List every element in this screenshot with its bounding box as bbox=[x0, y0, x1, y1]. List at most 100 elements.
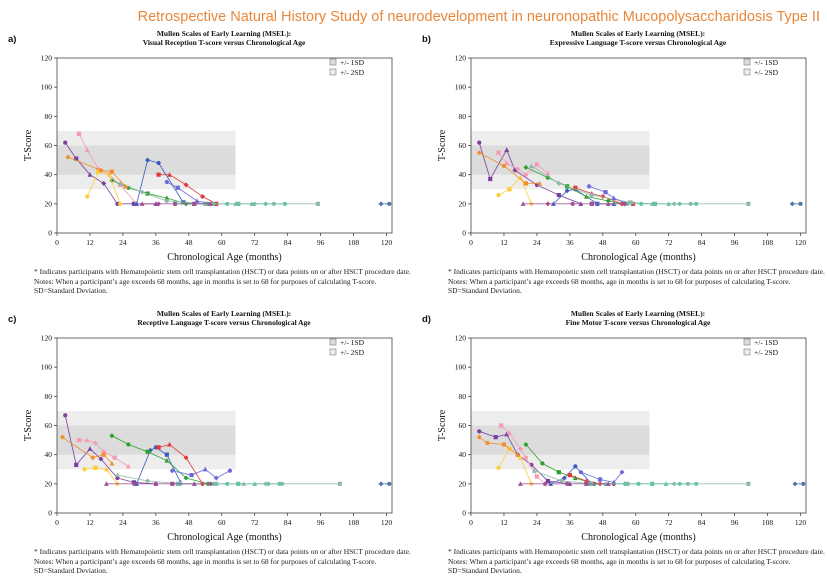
series-p12 bbox=[789, 201, 803, 207]
y-tick-label: 40 bbox=[459, 450, 467, 459]
y-tick-label: 60 bbox=[45, 421, 53, 430]
x-tick-label: 120 bbox=[381, 518, 393, 527]
chart-title: Mullen Scales of Early Learning (MSEL): bbox=[571, 309, 705, 318]
x-tick-label: 84 bbox=[284, 518, 292, 527]
chart-title: Mullen Scales of Early Learning (MSEL): bbox=[157, 29, 291, 38]
chart-subtitle: Expressive Language T-score versus Chron… bbox=[550, 38, 727, 47]
x-tick-label: 24 bbox=[119, 518, 127, 527]
data-point bbox=[652, 201, 658, 206]
data-point bbox=[101, 452, 106, 457]
x-tick-label: 36 bbox=[152, 238, 160, 247]
footnote: * Indicates participants with Hematopoie… bbox=[448, 267, 825, 296]
footnote-line2: Notes: When a participant’s age exceeds … bbox=[34, 556, 377, 566]
y-tick-label: 20 bbox=[459, 199, 467, 208]
data-point bbox=[225, 201, 230, 206]
data-point bbox=[145, 157, 151, 163]
chart-svg: c) Mullen Scales of Early Learning (MSEL)… bbox=[8, 309, 393, 543]
data-point bbox=[213, 475, 219, 481]
x-tick-label: 48 bbox=[599, 238, 607, 247]
y-tick-label: 0 bbox=[462, 509, 466, 518]
data-point bbox=[145, 191, 150, 196]
data-point bbox=[677, 201, 683, 207]
data-point bbox=[663, 481, 669, 486]
x-tick-label: 12 bbox=[500, 238, 508, 247]
data-point bbox=[578, 470, 583, 475]
x-tick-label: 120 bbox=[381, 238, 393, 247]
data-point bbox=[504, 431, 510, 437]
data-point bbox=[101, 180, 107, 186]
data-point bbox=[496, 150, 501, 155]
y-tick-label: 100 bbox=[455, 83, 467, 92]
data-point bbox=[496, 465, 501, 470]
data-point bbox=[523, 455, 529, 460]
series-line bbox=[158, 444, 203, 485]
x-axis-label: Chronological Age (months) bbox=[581, 532, 695, 543]
series-line bbox=[478, 436, 518, 456]
data-point bbox=[605, 481, 611, 486]
series-p8 bbox=[476, 150, 543, 186]
data-point bbox=[164, 198, 169, 204]
data-point bbox=[476, 434, 482, 440]
x-tick-label: 36 bbox=[152, 518, 160, 527]
y-axis-label: T-Score bbox=[437, 129, 448, 161]
y-tick-label: 100 bbox=[455, 363, 467, 372]
x-tick-label: 36 bbox=[566, 238, 574, 247]
data-point bbox=[139, 201, 145, 206]
panel-label: b) bbox=[422, 34, 431, 45]
data-point bbox=[63, 140, 68, 145]
legend-label: +/- 2SD bbox=[340, 68, 365, 77]
data-point bbox=[131, 481, 137, 487]
y-tick-label: 80 bbox=[45, 392, 53, 401]
data-point bbox=[504, 160, 510, 166]
data-point bbox=[164, 452, 169, 457]
data-point bbox=[378, 481, 384, 487]
sd1-band bbox=[471, 425, 650, 455]
series-p2 bbox=[496, 150, 551, 177]
data-point bbox=[746, 201, 751, 206]
data-point bbox=[337, 481, 342, 486]
data-point bbox=[523, 172, 529, 177]
series-line bbox=[78, 133, 137, 205]
footnote: * Indicates participants with Hematopoie… bbox=[448, 547, 825, 576]
data-point bbox=[156, 160, 161, 166]
legend-swatch bbox=[743, 338, 751, 346]
series-p8 bbox=[476, 434, 521, 457]
x-tick-label: 96 bbox=[731, 238, 739, 247]
x-tick-label: 108 bbox=[348, 518, 360, 527]
x-tick-label: 72 bbox=[251, 518, 259, 527]
x-tick-label: 24 bbox=[119, 238, 127, 247]
x-tick-label: 84 bbox=[698, 238, 706, 247]
data-point bbox=[191, 481, 197, 486]
legend-label: +/- 1SD bbox=[340, 338, 365, 347]
data-point bbox=[518, 454, 523, 460]
data-point bbox=[515, 452, 521, 457]
series-line bbox=[588, 185, 628, 205]
data-point bbox=[183, 182, 189, 188]
x-tick-label: 24 bbox=[533, 238, 541, 247]
data-point bbox=[603, 190, 608, 195]
legend-swatch bbox=[743, 58, 751, 66]
data-point bbox=[567, 472, 572, 478]
data-point bbox=[485, 440, 490, 446]
x-tick-label: 12 bbox=[500, 518, 508, 527]
data-point bbox=[156, 445, 161, 450]
chart-panel-c: c) Mullen Scales of Early Learning (MSEL)… bbox=[0, 308, 413, 585]
data-point bbox=[87, 172, 93, 177]
footnote: * Indicates participants with Hematopoie… bbox=[34, 267, 411, 296]
x-axis-label: Chronological Age (months) bbox=[167, 532, 281, 543]
data-point bbox=[117, 180, 123, 186]
series-line bbox=[580, 471, 623, 483]
data-point bbox=[156, 172, 161, 177]
series-p12 bbox=[378, 481, 392, 487]
data-point bbox=[172, 201, 178, 206]
data-point bbox=[556, 180, 562, 186]
series-line bbox=[84, 467, 118, 485]
data-point bbox=[76, 437, 82, 443]
data-point bbox=[545, 478, 550, 484]
x-axis-label: Chronological Age (months) bbox=[167, 252, 281, 263]
legend-swatch bbox=[329, 58, 337, 66]
data-point bbox=[589, 192, 594, 198]
data-point bbox=[189, 472, 194, 478]
footnote-line2: Notes: When a participant’s age exceeds … bbox=[448, 276, 791, 286]
chart-subtitle: Visual Reception T-score versus Chronolo… bbox=[143, 38, 306, 47]
